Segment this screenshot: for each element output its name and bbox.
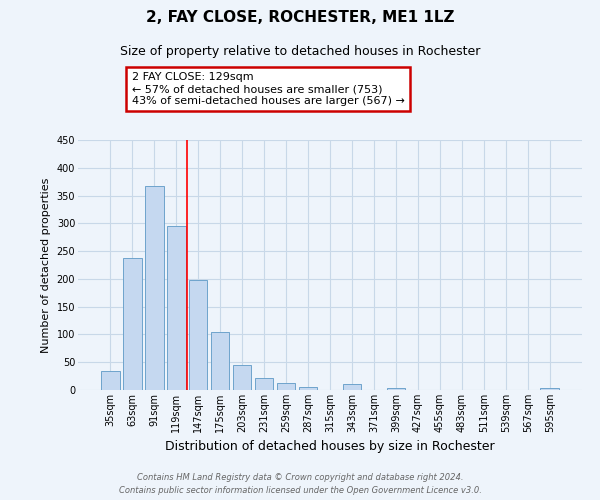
X-axis label: Distribution of detached houses by size in Rochester: Distribution of detached houses by size … xyxy=(165,440,495,454)
Bar xyxy=(343,384,361,390)
Bar xyxy=(541,388,559,390)
Y-axis label: Number of detached properties: Number of detached properties xyxy=(41,178,51,352)
Text: 2, FAY CLOSE, ROCHESTER, ME1 1LZ: 2, FAY CLOSE, ROCHESTER, ME1 1LZ xyxy=(146,10,454,25)
Bar xyxy=(145,186,164,390)
Bar xyxy=(255,378,274,390)
Bar xyxy=(123,258,142,390)
Bar xyxy=(233,365,251,390)
Bar xyxy=(299,387,317,390)
Bar xyxy=(386,388,405,390)
Bar xyxy=(277,384,295,390)
Bar xyxy=(211,332,229,390)
Text: Size of property relative to detached houses in Rochester: Size of property relative to detached ho… xyxy=(120,45,480,58)
Bar xyxy=(167,226,185,390)
Text: 2 FAY CLOSE: 129sqm
← 57% of detached houses are smaller (753)
43% of semi-detac: 2 FAY CLOSE: 129sqm ← 57% of detached ho… xyxy=(132,72,405,106)
Bar xyxy=(189,280,208,390)
Bar xyxy=(101,370,119,390)
Text: Contains HM Land Registry data © Crown copyright and database right 2024.
Contai: Contains HM Land Registry data © Crown c… xyxy=(119,474,481,495)
